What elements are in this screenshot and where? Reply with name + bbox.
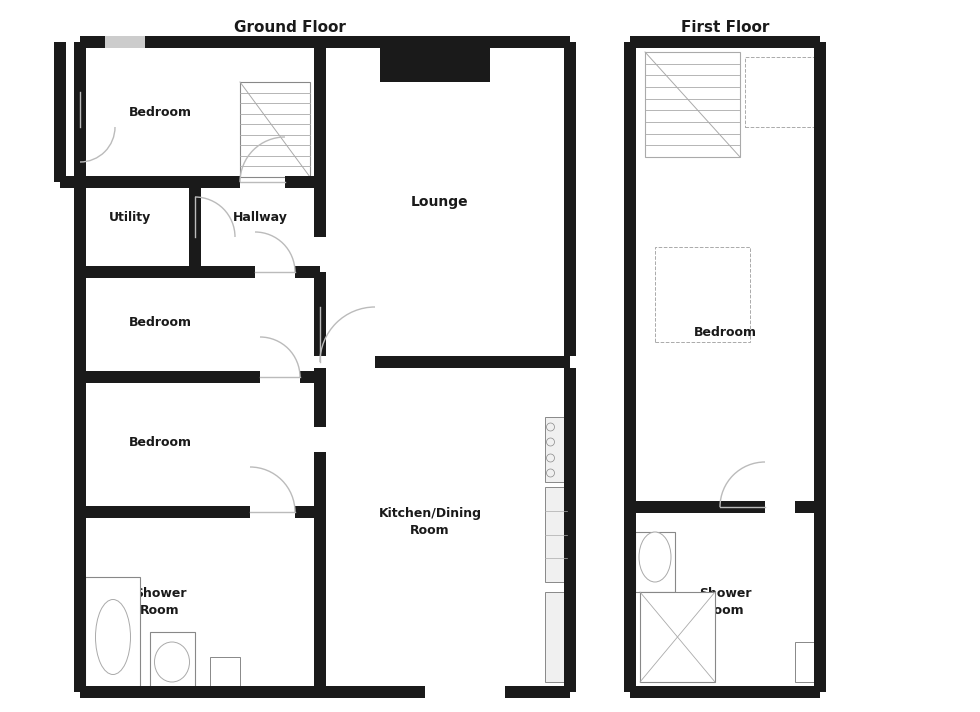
Bar xyxy=(80,266,255,278)
Bar xyxy=(295,266,320,278)
Bar xyxy=(630,36,820,48)
Bar xyxy=(320,356,570,368)
Bar xyxy=(655,247,750,342)
Bar xyxy=(505,686,570,698)
Bar xyxy=(545,417,567,482)
Text: Shower
Room: Shower Room xyxy=(133,587,186,617)
Bar xyxy=(314,272,326,427)
Bar xyxy=(240,82,310,177)
Bar xyxy=(74,42,86,692)
Bar xyxy=(375,356,570,368)
Bar xyxy=(645,52,740,157)
Bar xyxy=(150,632,195,687)
Text: Utility: Utility xyxy=(109,211,151,224)
Bar xyxy=(545,592,567,682)
Bar xyxy=(320,36,570,48)
Bar xyxy=(210,657,240,687)
Bar xyxy=(314,272,326,282)
Text: Lounge: Lounge xyxy=(412,195,468,209)
Bar xyxy=(80,176,240,188)
Bar xyxy=(314,452,326,692)
Bar xyxy=(189,182,201,272)
Bar xyxy=(320,686,425,698)
Text: Bedroom: Bedroom xyxy=(128,105,191,118)
Bar xyxy=(630,686,820,698)
Bar xyxy=(545,487,567,582)
Bar xyxy=(300,371,320,383)
Bar xyxy=(795,501,820,513)
Bar xyxy=(564,42,576,692)
Bar xyxy=(640,592,715,682)
Bar xyxy=(380,37,490,82)
Bar xyxy=(60,176,86,188)
Text: Bedroom: Bedroom xyxy=(128,436,191,449)
Bar xyxy=(745,57,815,127)
Text: First Floor: First Floor xyxy=(681,19,769,34)
Bar xyxy=(85,577,140,687)
Bar xyxy=(624,42,636,692)
Text: Hallway: Hallway xyxy=(232,211,287,224)
Ellipse shape xyxy=(639,532,671,582)
Bar xyxy=(145,36,320,48)
Text: Bedroom: Bedroom xyxy=(694,325,757,338)
Bar xyxy=(80,36,105,48)
Bar xyxy=(795,642,815,682)
Text: Kitchen/Dining
Room: Kitchen/Dining Room xyxy=(378,507,481,537)
Ellipse shape xyxy=(95,600,130,674)
Bar xyxy=(295,506,320,518)
Bar xyxy=(105,36,145,48)
Bar xyxy=(314,42,326,237)
Text: Ground Floor: Ground Floor xyxy=(234,19,346,34)
Bar xyxy=(80,371,260,383)
Bar xyxy=(285,176,320,188)
Text: Bedroom: Bedroom xyxy=(128,315,191,328)
Bar xyxy=(80,686,320,698)
Bar xyxy=(314,42,326,48)
Ellipse shape xyxy=(155,642,189,682)
Bar xyxy=(314,356,576,368)
Bar xyxy=(80,506,250,518)
Bar xyxy=(630,501,765,513)
Text: Shower
Room: Shower Room xyxy=(699,587,752,617)
Bar xyxy=(54,42,66,182)
Bar xyxy=(635,532,675,592)
Bar xyxy=(814,42,826,692)
